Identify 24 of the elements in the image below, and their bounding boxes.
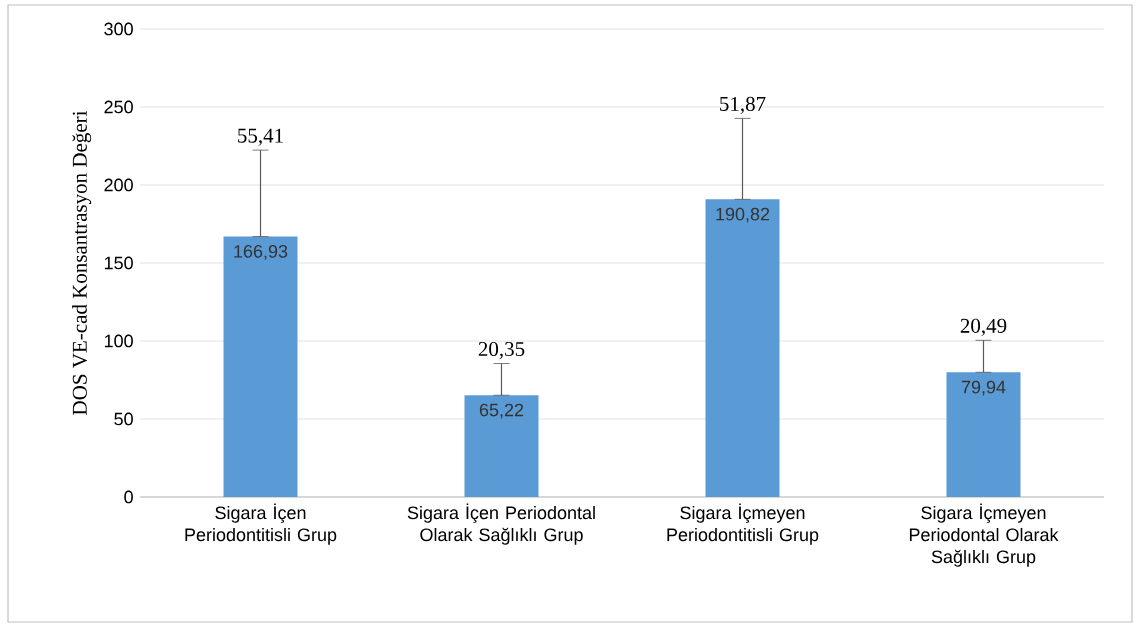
bar — [946, 372, 1021, 497]
x-tick-label: Sigara İçmeyen Periodontal Olarak Sağlıklı Grup — [909, 503, 1059, 567]
bar — [223, 236, 298, 497]
annotation: 20,49 — [960, 318, 1007, 336]
annotation: 55,41 — [238, 128, 283, 146]
y-tick-label: 250 — [104, 100, 133, 114]
y-tick-label: 50 — [114, 412, 133, 426]
y-axis-title: DOS VE-cad Konsantrasyon Değeri — [72, 110, 92, 415]
y-tick-label: 0 — [124, 490, 133, 504]
annotation: 20,35 — [478, 341, 525, 360]
y-tick-label: 150 — [104, 256, 133, 270]
x-tick-label: Sigara İçen Periodontal Olarak Sağlıklı Grup — [407, 503, 595, 545]
bar — [705, 199, 780, 497]
annotation: 51,87 — [720, 96, 766, 114]
x-tick-label: Sigara İçen Periodontitisli Grup — [185, 503, 337, 545]
data-label: 65,22 — [479, 403, 524, 419]
y-tick-label: 300 — [104, 22, 133, 36]
y-tick-label: 100 — [104, 334, 133, 348]
bar — [464, 395, 539, 497]
data-label: 79,94 — [961, 380, 1006, 396]
y-tick-label: 200 — [104, 178, 133, 192]
data-label: 166,93 — [234, 244, 288, 260]
x-tick-label: Sigara İçmeyen Periodontitisli Grup — [667, 503, 819, 545]
data-label: 190,82 — [716, 207, 770, 223]
